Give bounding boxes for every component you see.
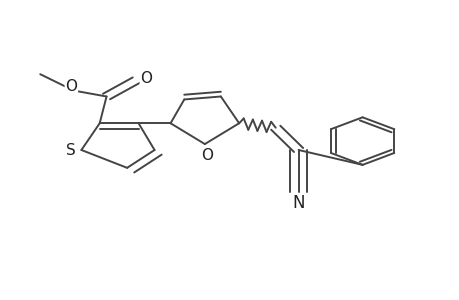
Text: S: S: [66, 142, 76, 158]
Text: O: O: [140, 71, 152, 86]
Text: O: O: [200, 148, 212, 164]
Text: N: N: [292, 194, 304, 212]
Text: O: O: [65, 80, 77, 94]
